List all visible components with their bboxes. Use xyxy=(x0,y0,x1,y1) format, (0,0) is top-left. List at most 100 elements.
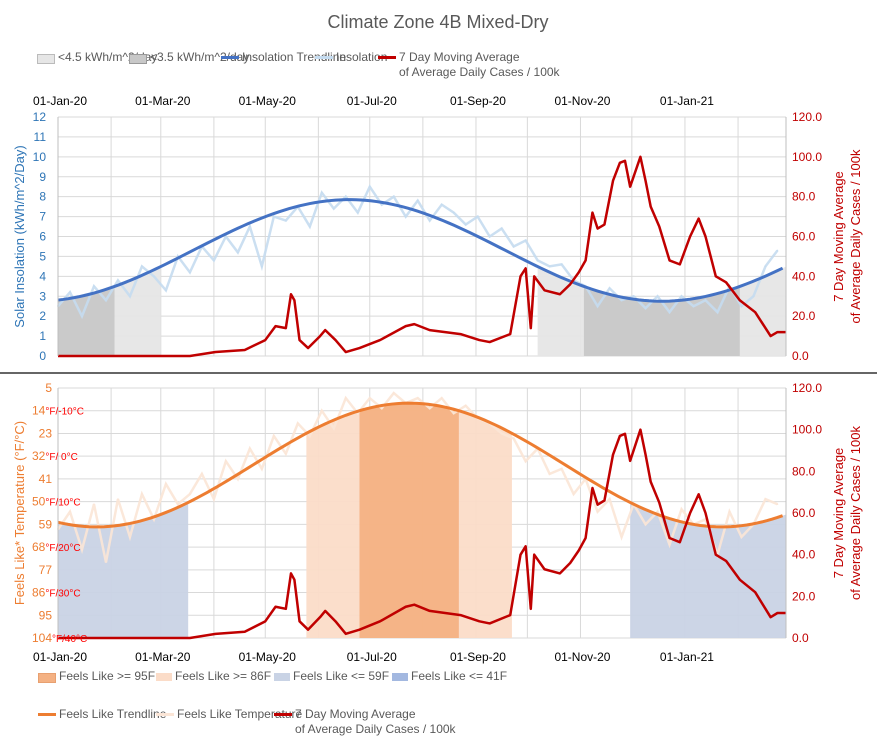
data-point xyxy=(177,503,179,505)
y-tick-label: 41 xyxy=(39,472,53,486)
y-tick-fahrenheit: 14 xyxy=(32,404,46,418)
y-tick-label: 23 xyxy=(39,426,53,440)
data-point xyxy=(105,561,107,564)
x-tick-label: 01-Jul-20 xyxy=(347,650,397,664)
y-tick-label: 3 xyxy=(39,289,46,303)
chart-title: Climate Zone 4B Mixed-Dry xyxy=(327,12,548,32)
y-tick-fahrenheit: 5 xyxy=(45,381,52,395)
shaded-region xyxy=(583,286,740,356)
panel-insolation xyxy=(57,116,787,358)
data-point xyxy=(237,251,239,254)
data-point xyxy=(680,295,683,298)
legend-item-feels-trendline: Feels Like Trendline xyxy=(38,707,166,722)
legend-item-cases-bottom: 7 Day Moving Average of Average Daily Cas… xyxy=(274,707,456,736)
data-point xyxy=(416,397,419,399)
legend-item-below-3-5: <3.5 kWh/m^2/day xyxy=(129,50,249,65)
legend-swatch xyxy=(38,673,56,683)
y-tick-label: 7 xyxy=(39,210,46,224)
data-point xyxy=(464,404,467,407)
data-point xyxy=(524,239,527,242)
data-point xyxy=(368,185,371,188)
data-point xyxy=(668,543,671,546)
data-point xyxy=(488,235,491,238)
x-tick-label: 01-May-20 xyxy=(239,94,297,108)
y2-tick-label: 0.0 xyxy=(792,631,809,645)
feels-like-trendline xyxy=(57,401,784,529)
y-tick-label: 1 xyxy=(39,329,46,343)
y2-axis-title-line1: 7 Day Moving Average xyxy=(831,448,846,579)
data-point xyxy=(752,295,755,298)
legend-swatch xyxy=(274,673,290,681)
y-tick-celsius: °F/20°C xyxy=(45,543,80,554)
x-tick-label: 01-Nov-20 xyxy=(554,650,610,664)
y2-tick-label: 0.0 xyxy=(792,349,809,363)
data-point xyxy=(596,510,599,513)
data-point xyxy=(237,478,239,480)
data-point xyxy=(69,291,71,294)
shaded-region xyxy=(58,502,189,638)
x-tick-label: 01-Nov-20 xyxy=(554,94,610,108)
y-tick-label: 5 xyxy=(39,249,46,263)
legend-label-line1: 7 Day Moving Average xyxy=(295,707,416,721)
y-tick-label: 11 xyxy=(34,130,47,144)
y2-tick-label: 120.0 xyxy=(792,110,822,124)
data-point xyxy=(93,503,95,505)
y2-tick-label: 100.0 xyxy=(792,150,822,164)
data-point xyxy=(560,468,563,470)
x-tick-label: 01-Jan-20 xyxy=(33,650,87,664)
data-point xyxy=(129,536,131,538)
legend-label-line2: of Average Daily Cases / 100k xyxy=(399,65,560,79)
data-point xyxy=(309,225,311,228)
data-point xyxy=(285,219,287,222)
data-point xyxy=(332,207,335,210)
legend-swatch xyxy=(392,673,408,681)
data-point xyxy=(632,295,635,298)
legend-swatch xyxy=(274,713,292,716)
data-point xyxy=(644,523,647,526)
y-tick-fahrenheit: 95 xyxy=(39,608,53,622)
legend-label: Feels Like Trendline xyxy=(59,707,167,721)
legend-item-insolation: Insolation xyxy=(315,50,387,65)
y2-tick-label: 20.0 xyxy=(792,589,816,603)
data-point xyxy=(428,219,431,222)
data-point xyxy=(452,412,455,415)
data-point xyxy=(321,409,323,412)
data-point xyxy=(596,305,599,308)
data-point xyxy=(692,305,695,308)
data-point xyxy=(728,510,731,513)
data-point xyxy=(273,215,275,218)
y-tick-fahrenheit: 104 xyxy=(32,631,52,645)
data-point xyxy=(309,435,311,437)
legend-item-feels-59: Feels Like <= 59F xyxy=(274,669,389,684)
data-point xyxy=(500,432,503,435)
data-point xyxy=(716,311,719,313)
y-tick-fahrenheit: 59 xyxy=(39,517,53,531)
data-point xyxy=(321,191,323,194)
legend-swatch xyxy=(221,56,239,59)
x-tick-label: 01-Jan-21 xyxy=(660,650,714,664)
data-point xyxy=(141,265,143,268)
y-tick-label: 2 xyxy=(39,309,46,323)
data-point xyxy=(512,437,515,440)
data-point xyxy=(464,223,467,226)
legend-label: 7 Day Moving Average of Average Daily Cas… xyxy=(295,707,456,736)
data-point xyxy=(141,493,143,495)
data-point xyxy=(368,397,371,399)
y-tick-label: 6 xyxy=(39,230,46,244)
data-point xyxy=(249,447,251,450)
data-point xyxy=(560,263,563,266)
data-point xyxy=(608,498,611,500)
legend-label: Feels Like <= 59F xyxy=(293,669,390,683)
legend-label: Feels Like >= 95F xyxy=(59,669,156,683)
y-tick-label: 86°F/30°C xyxy=(32,586,81,600)
y2-axis-title-line1: 7 Day Moving Average xyxy=(831,171,846,302)
data-point xyxy=(500,227,503,230)
data-point xyxy=(117,498,119,500)
legend-label: Insolation xyxy=(336,50,388,64)
cases-moving-average-line xyxy=(58,428,787,640)
x-tick-label: 01-Jul-20 xyxy=(347,94,397,108)
data-point xyxy=(129,295,131,298)
data-point xyxy=(189,493,191,495)
